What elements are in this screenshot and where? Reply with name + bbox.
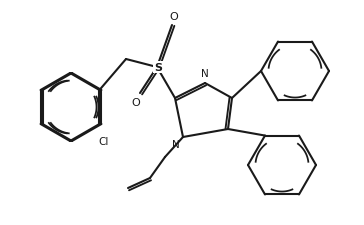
- Text: S: S: [154, 63, 162, 73]
- Text: N: N: [201, 69, 209, 79]
- Text: O: O: [170, 12, 178, 22]
- Text: O: O: [132, 98, 141, 108]
- Text: N: N: [172, 139, 180, 149]
- Text: Cl: Cl: [98, 136, 108, 146]
